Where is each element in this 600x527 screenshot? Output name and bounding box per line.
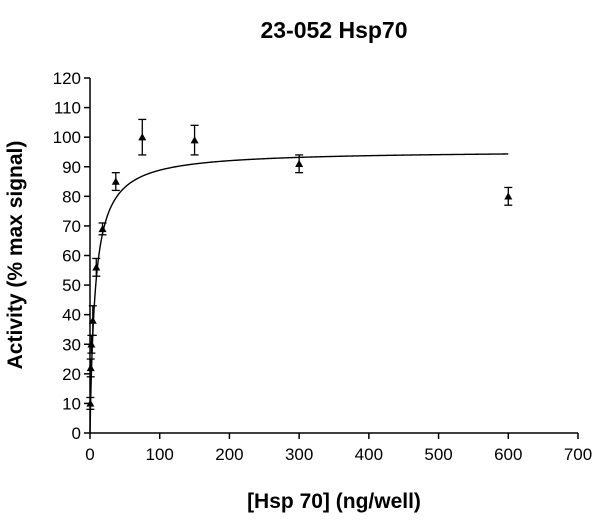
data-point <box>86 396 95 410</box>
y-tick-label: 120 <box>53 69 81 88</box>
x-axis-label: [Hsp 70] (ng/well) <box>247 490 421 513</box>
data-point <box>138 118 147 156</box>
triangle-marker <box>190 136 199 144</box>
y-tick-label: 100 <box>53 128 81 147</box>
triangle-marker <box>86 399 95 407</box>
chart-title: 23-052 Hsp70 <box>260 17 407 43</box>
x-axis-ticks: 0 100 200 300 400 500 600 700 <box>85 433 592 464</box>
data-point <box>86 358 95 378</box>
y-tick-label: 80 <box>62 187 81 206</box>
data-point <box>295 154 304 174</box>
x-tick-label: 700 <box>564 445 592 464</box>
axes <box>89 78 578 434</box>
x-tick-label: 600 <box>494 445 522 464</box>
fit-curve <box>89 153 509 433</box>
y-tick-label: 70 <box>62 217 81 236</box>
data-points <box>86 118 513 410</box>
y-tick-label: 40 <box>62 306 81 325</box>
triangle-marker <box>111 177 120 185</box>
triangle-marker <box>504 192 513 200</box>
data-point <box>190 124 199 156</box>
y-tick-label: 60 <box>62 247 81 266</box>
data-point <box>504 186 513 206</box>
triangle-marker <box>295 159 304 167</box>
y-axis-label: Activity (% max signal) <box>4 141 27 370</box>
data-point <box>98 222 107 236</box>
triangle-marker <box>92 263 101 271</box>
y-tick-label: 50 <box>62 276 81 295</box>
y-tick-label: 30 <box>62 335 81 354</box>
triangle-marker <box>87 340 96 348</box>
x-tick-label: 400 <box>355 445 383 464</box>
y-tick-label: 20 <box>62 365 81 384</box>
y-tick-label: 110 <box>54 99 81 118</box>
y-axis-ticks: 0 10 20 30 40 50 60 70 80 90 100 110 120 <box>53 69 90 443</box>
data-point <box>92 257 101 277</box>
triangle-marker <box>98 224 107 233</box>
y-tick-label: 10 <box>62 394 81 413</box>
x-tick-label: 500 <box>424 445 452 464</box>
triangle-marker <box>138 133 147 141</box>
data-point <box>88 305 97 337</box>
triangle-marker <box>86 363 95 372</box>
data-point <box>111 172 120 192</box>
y-tick-label: 90 <box>62 158 81 177</box>
x-tick-label: 100 <box>146 445 174 464</box>
y-tick-label: 0 <box>72 424 81 443</box>
x-tick-label: 0 <box>85 445 94 464</box>
x-tick-label: 200 <box>215 445 243 464</box>
triangle-marker <box>88 316 97 324</box>
x-tick-label: 300 <box>285 445 313 464</box>
